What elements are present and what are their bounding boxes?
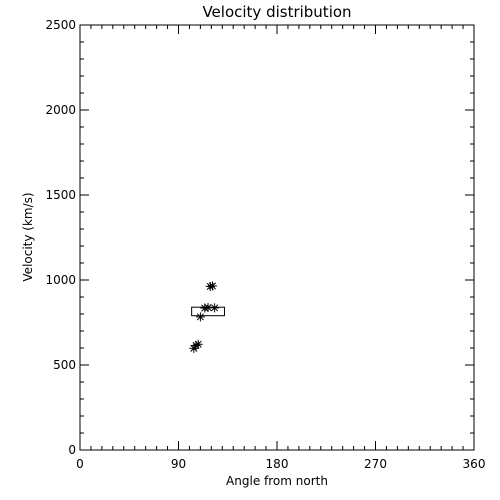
data-point (210, 303, 220, 313)
x-axis-label: Angle from north (226, 474, 328, 488)
data-point (200, 303, 210, 313)
axis-tick-labels: 0 90 180 270 360 0 500 1000 1500 2000 2500 (45, 18, 485, 471)
x-tick-label: 270 (364, 457, 387, 471)
axis-ticks (79, 24, 475, 451)
y-tick-label: 2500 (45, 18, 76, 32)
x-tick-label: 180 (266, 457, 289, 471)
y-tick-label: 1000 (45, 273, 76, 287)
x-tick-label: 90 (171, 457, 186, 471)
data-point (189, 343, 199, 353)
data-point (205, 281, 215, 291)
plot-frame (79, 24, 475, 451)
data-point (195, 312, 205, 322)
chart-title: Velocity distribution (202, 3, 351, 21)
x-tick-label: 360 (463, 457, 486, 471)
data-points (189, 281, 220, 353)
y-axis-label: Velocity (km/s) (21, 192, 35, 281)
y-tick-label: 1500 (45, 188, 76, 202)
y-tick-label: 2000 (45, 103, 76, 117)
y-tick-label: 0 (68, 443, 76, 457)
y-tick-label: 500 (53, 358, 76, 372)
x-tick-label: 0 (76, 457, 84, 471)
